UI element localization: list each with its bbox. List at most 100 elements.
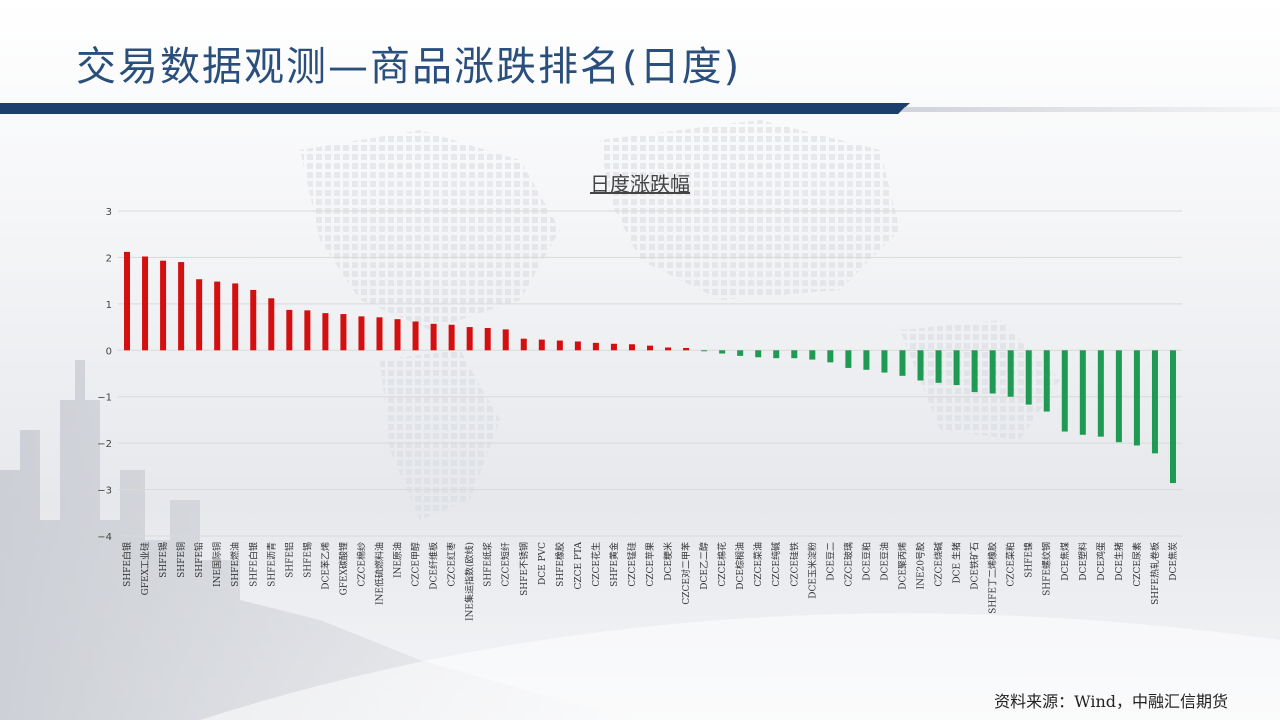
category-label: CZCE菜油 [752,542,764,587]
category-label: CZCE红枣 [446,542,458,587]
category-label: CZCE甲醇 [410,542,422,587]
bar [845,350,852,368]
category-label: CZCE棉花 [716,542,728,587]
category-label: SHFE镍 [1023,542,1035,578]
category-label: CZCE玻璃 [842,542,854,587]
bar [268,298,275,351]
bar [448,324,455,351]
category-label: DCE纤维板 [428,542,440,590]
category-label: INE低硫燃料油 [373,542,385,605]
chart-title-wrap: 日度涨跌幅 [0,168,1280,197]
category-label: SHFE橡胶 [554,542,566,587]
bar [953,350,960,386]
category-label: DCE苯乙烯 [319,542,331,590]
bar [502,329,509,351]
category-label: CZCE短纤 [500,542,512,587]
bar [773,350,780,359]
bar [196,279,203,351]
category-label: DCE聚丙烯 [896,542,908,590]
bar [304,310,311,351]
bar [1151,350,1158,454]
bar [340,314,347,351]
category-label: DCE豆二 [825,542,836,581]
category-label: INE国际铜 [211,542,223,587]
bar [520,338,527,351]
bar [376,317,383,351]
bar [628,344,635,351]
bar [124,251,131,351]
y-tick-label: 3 [106,207,112,218]
bar [178,262,185,351]
swoosh-curve [200,613,1280,720]
category-label: CZCE PTA [574,542,584,590]
bar [755,350,762,358]
category-label: CZCE硅铁 [788,542,800,587]
category-label: SHFE燃油 [229,542,241,587]
bar [160,260,167,351]
category-label: SHFE铜 [175,542,187,578]
bar [809,350,816,360]
category-label: DCE铁矿石 [969,542,981,590]
bar [1115,350,1122,443]
category-label: DCE豆粕 [860,542,872,581]
category-label: SHFE黄金 [608,542,620,587]
bar [574,341,581,351]
category-label: DCE PVC [538,542,548,585]
bar [610,343,617,351]
bar [214,281,221,351]
bar [1133,350,1140,446]
y-tick-label: −1 [97,393,112,404]
category-label: DCE豆油 [878,542,890,581]
category-label: GFEX碳酸锂 [337,542,349,595]
category-label: CZCE烧碱 [933,542,945,587]
bar [899,350,906,376]
category-label: SHFE铝 [283,542,295,578]
category-label: SHFE白银 [247,542,259,587]
category-label: INE原油 [392,542,404,578]
bar [917,350,924,381]
category-label: SHFE铅 [193,542,205,578]
category-label: DCE粳米 [662,542,674,581]
category-label: INE集运指数(欧线) [464,542,476,621]
category-label: DCE焦煤 [1059,542,1071,581]
bar [701,350,708,352]
category-label: CZCE棉纱 [355,542,367,587]
bar [1169,350,1176,484]
bar [1097,350,1104,437]
title-accent-bar [0,103,1280,114]
bar [322,313,329,351]
y-tick-label: 1 [106,300,112,311]
bar [827,350,834,363]
category-label: DCE玉米淀粉 [806,542,818,599]
category-label: CZCE苹果 [644,542,656,587]
slide-title: 交易数据观测—商品涨跌排名(日度) [76,44,742,90]
category-label: SHFE不锈钢 [518,542,530,596]
bar [1025,350,1032,405]
category-label: SHFE锡 [158,542,169,578]
bar [1079,350,1086,435]
category-label: INE20号胶 [915,542,927,589]
chart-title: 日度涨跌幅 [590,172,690,196]
bar [142,256,149,351]
bar [1007,350,1014,397]
bar [935,350,942,383]
category-label: DCE乙二醇 [698,542,710,590]
bar [737,350,744,356]
bar [989,350,996,394]
category-label: CZCE对二甲苯 [680,542,692,605]
y-tick-label: −2 [97,439,112,450]
category-label: DCE棕榈油 [734,542,746,590]
category-label: DCE塑料 [1077,542,1089,581]
category-label: DCE生猪 [1113,542,1125,581]
bar [430,323,437,351]
y-tick-label: −4 [97,532,112,543]
bar [971,350,978,393]
bar [592,342,599,351]
bar [286,309,293,351]
bar [881,350,888,373]
category-label: SHFE丁二烯橡胶 [987,542,999,614]
bar [538,339,545,351]
category-label: GFEX工业硅 [139,542,151,595]
bar [484,328,491,351]
bar [791,350,798,359]
